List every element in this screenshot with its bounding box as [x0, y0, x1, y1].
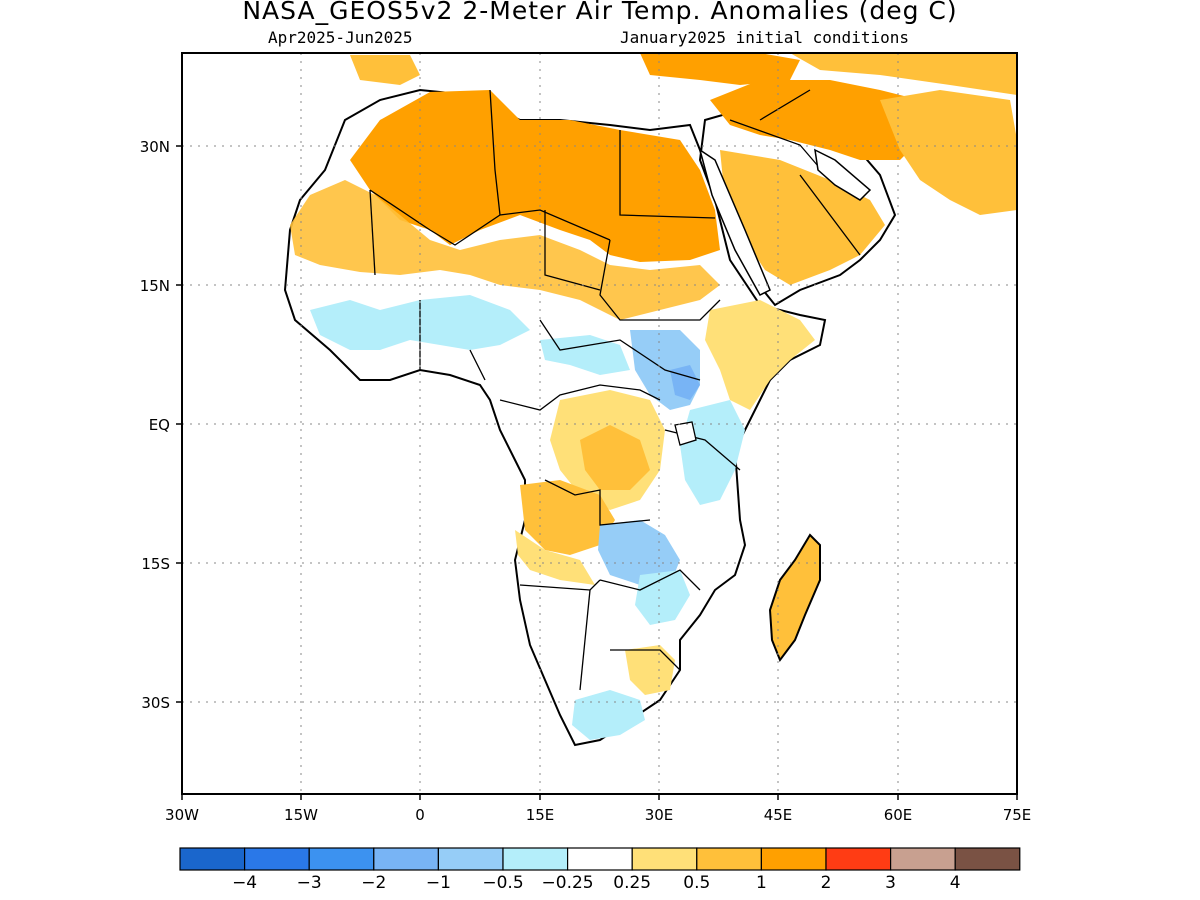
x-tick-label: 30W	[165, 806, 199, 824]
colorbar-swatch	[696, 847, 762, 871]
anomaly-zimbabwe-cool	[635, 570, 690, 625]
x-tick-label: 15E	[526, 806, 555, 824]
y-tick-label: EQ	[149, 416, 170, 434]
initial-conditions: January2025 initial conditions	[620, 28, 909, 47]
x-tick-label: 75E	[1003, 806, 1032, 824]
y-tick-label: 30S	[141, 694, 170, 712]
colorbar-swatch	[373, 847, 439, 871]
anomaly-angola-warm	[520, 480, 615, 555]
anomaly-east-europe-moderate	[790, 53, 1017, 95]
anomaly-arabia-strong	[710, 80, 930, 160]
colorbar-label: −4	[232, 873, 257, 893]
colorbar-label: −1	[426, 873, 451, 893]
map-title: NASA_GEOS5v2 2-Meter Air Temp. Anomalies…	[242, 0, 958, 25]
colorbar-label: −2	[361, 873, 386, 893]
anomaly-mediterranean-strong	[640, 53, 800, 85]
colorbar-label: 1	[756, 873, 767, 893]
colorbar-swatch	[179, 847, 246, 871]
y-tick-label: 30N	[140, 138, 170, 156]
colorbar-swatch	[631, 847, 698, 871]
colorbar-swatch	[566, 847, 633, 871]
anomaly-congo-core	[580, 425, 650, 490]
colorbar-swatch	[244, 847, 310, 871]
colorbar-swatch	[502, 847, 569, 871]
anomaly-horn-africa	[705, 300, 815, 410]
persian-gulf	[814, 148, 872, 201]
colorbar-label: −0.5	[482, 873, 523, 893]
colorbar-label: −0.25	[542, 873, 594, 893]
colorbar-label: 0.25	[613, 873, 651, 893]
y-tick-label: 15S	[141, 555, 170, 573]
anomaly-arabia-moderate	[720, 150, 885, 285]
anomaly-iberia-moderate	[350, 55, 420, 85]
colorbar-swatch	[760, 847, 827, 871]
colorbar-swatch	[825, 847, 892, 871]
colorbar-swatch	[437, 847, 504, 871]
colorbar-swatch	[889, 847, 956, 871]
x-tick-label: 15W	[284, 806, 318, 824]
colorbar-label: 4	[950, 873, 961, 893]
x-tick-label: 60E	[884, 806, 913, 824]
x-tick-label: 0	[415, 806, 425, 824]
colorbar-swatch	[954, 847, 1021, 871]
anomaly-sahara-moderate	[290, 180, 720, 320]
colorbar-label: 3	[885, 873, 896, 893]
anomaly-south-africa-warm	[625, 645, 675, 695]
red-sea	[698, 148, 771, 296]
madagascar-landmass	[768, 533, 821, 663]
axis-ticks	[176, 145, 1018, 800]
y-tick-label: 15N	[140, 277, 170, 295]
anomaly-angola-light	[515, 530, 595, 585]
colorbar-swatch	[308, 847, 375, 871]
x-axis-labels: 30W 15W 0 15E 30E 45E 60E 75E	[165, 806, 1031, 824]
lat-lon-grid	[182, 53, 1017, 794]
forecast-period: Apr2025-Jun2025	[268, 28, 413, 47]
colorbar-label: 2	[821, 873, 832, 893]
colorbar-label: −3	[297, 873, 322, 893]
lake-victoria	[674, 421, 697, 446]
anomaly-kenya-cool	[680, 400, 745, 505]
color-legend: −4 −3 −2 −1 −0.5 −0.25 0.25 0.5 1 2 3 4	[179, 847, 1021, 893]
anomaly-central-africa-cool	[540, 335, 630, 375]
anomaly-sahara-strong	[350, 90, 720, 262]
map-canvas	[283, 53, 1017, 747]
colorbar-label: 0.5	[683, 873, 710, 893]
anomaly-zambia-cool	[598, 520, 680, 585]
anomaly-iran-moderate	[880, 90, 1017, 215]
x-tick-label: 45E	[764, 806, 793, 824]
y-axis-labels: 30N 15N EQ 15S 30S	[140, 138, 170, 712]
x-tick-label: 30E	[645, 806, 674, 824]
